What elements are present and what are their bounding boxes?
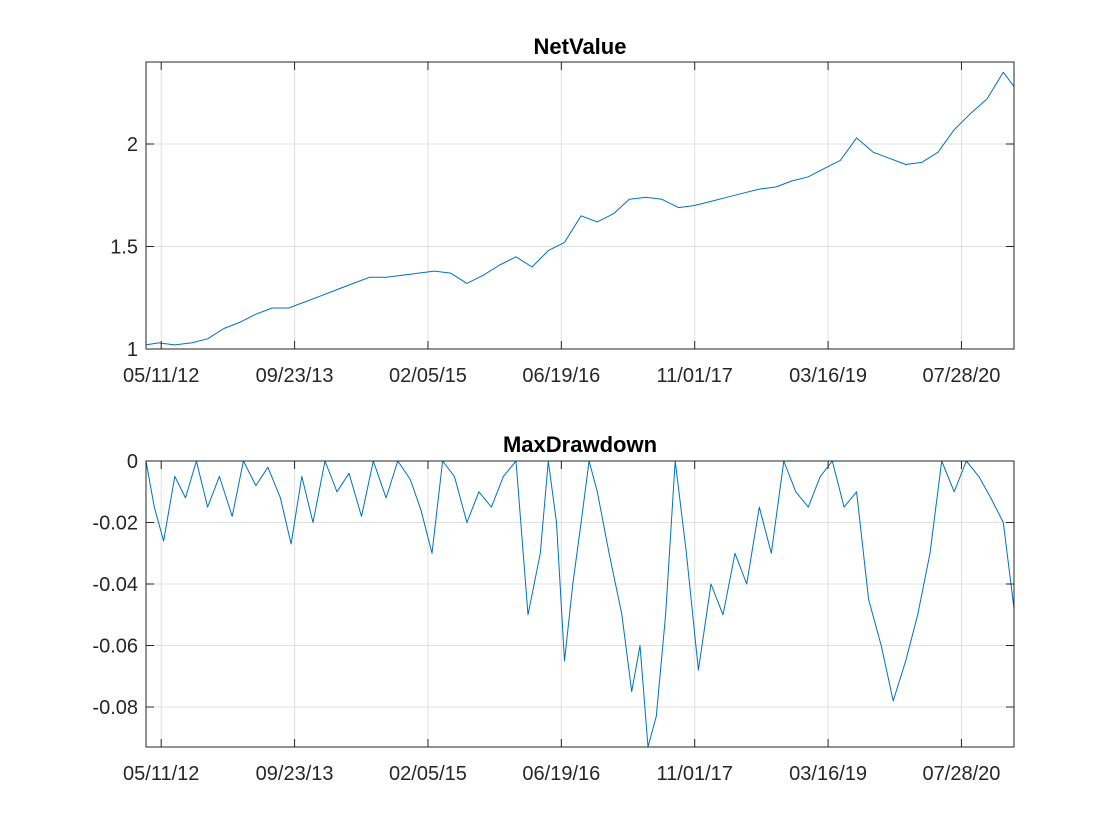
maxdrawdown-axes — [145, 460, 1015, 748]
netvalue-x-tick-label: 06/19/16 — [522, 365, 600, 387]
maxdrawdown-x-tick-label: 07/28/20 — [923, 763, 1001, 785]
netvalue-x-tick-label: 03/16/19 — [789, 365, 867, 387]
maxdrawdown-y-tick-label: -0.08 — [92, 697, 138, 719]
maxdrawdown-y-tick-label: 0 — [127, 451, 138, 473]
maxdrawdown-x-tick-label: 05/11/12 — [123, 763, 199, 785]
maxdrawdown-title: MaxDrawdown — [503, 432, 657, 457]
netvalue-x-tick-label: 11/01/17 — [657, 365, 733, 387]
netvalue-series-line — [145, 71, 1015, 346]
netvalue-y-tick-label: 2 — [127, 134, 138, 156]
netvalue-x-tick-label: 07/28/20 — [923, 365, 1001, 387]
netvalue-series — [145, 71, 1015, 346]
maxdrawdown-x-tick-label: 06/19/16 — [522, 763, 600, 785]
netvalue-axes-frame — [145, 61, 1015, 350]
maxdrawdown-series-line — [145, 460, 1015, 748]
netvalue-y-tick-label: 1 — [127, 339, 138, 361]
netvalue-axes — [145, 61, 1015, 350]
maxdrawdown-axes-frame — [145, 460, 1015, 748]
netvalue-x-tick-label: 09/23/13 — [256, 365, 334, 387]
maxdrawdown-y-tick-label: -0.04 — [92, 574, 138, 596]
netvalue-x-tick-label: 05/11/12 — [123, 365, 199, 387]
maxdrawdown-y-tick-label: -0.02 — [92, 513, 138, 535]
maxdrawdown-x-tick-label: 09/23/13 — [256, 763, 334, 785]
maxdrawdown-y-tick-label: -0.06 — [92, 636, 138, 658]
maxdrawdown-x-tick-label: 02/05/15 — [389, 763, 467, 785]
maxdrawdown-x-tick-label: 03/16/19 — [789, 763, 867, 785]
maxdrawdown-x-tick-label: 11/01/17 — [657, 763, 733, 785]
maxdrawdown-series — [145, 460, 1015, 748]
maxdrawdown-ticks: 05/11/12 09/23/13 02/05/15 06/19/16 11/01/17… — [92, 451, 1014, 785]
netvalue-title: NetValue — [534, 34, 627, 59]
netvalue-ticks: 05/11/12 09/23/13 02/05/15 06/19/16 11/01/17… — [110, 62, 1014, 387]
netvalue-chart: 05/11/12 09/23/13 02/05/15 06/19/16 11/01/17… — [110, 34, 1015, 387]
netvalue-x-tick-label: 02/05/15 — [389, 365, 467, 387]
netvalue-y-tick-label: 1.5 — [110, 237, 138, 259]
maxdrawdown-chart: 05/11/12 09/23/13 02/05/15 06/19/16 11/01/17… — [92, 432, 1015, 785]
